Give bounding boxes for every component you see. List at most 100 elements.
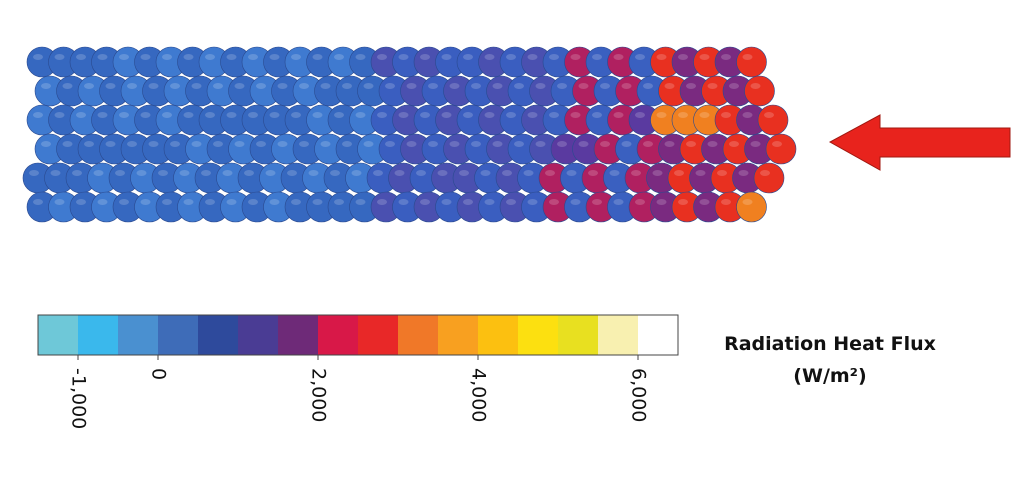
colorbar-bin bbox=[158, 315, 199, 355]
particle-highlight bbox=[398, 199, 409, 205]
particle-highlight bbox=[256, 141, 266, 147]
particle-highlight bbox=[549, 54, 559, 60]
particle-highlight bbox=[97, 54, 108, 60]
particle-highlight bbox=[330, 170, 340, 176]
particle-highlight bbox=[205, 199, 215, 205]
particle-highlight bbox=[320, 141, 331, 147]
colorbar-bin bbox=[598, 315, 639, 355]
particle bbox=[757, 104, 789, 136]
particle-highlight bbox=[549, 199, 559, 205]
particle-highlight bbox=[312, 199, 323, 205]
particle-highlight bbox=[480, 170, 491, 176]
particle-highlight bbox=[699, 199, 710, 205]
particle-highlight bbox=[656, 199, 667, 205]
particle-highlight bbox=[772, 141, 782, 147]
particle-highlight bbox=[570, 199, 581, 205]
particle-highlight bbox=[277, 141, 288, 147]
particle-highlight bbox=[441, 199, 452, 205]
particle-highlight bbox=[535, 141, 546, 147]
particle-highlight bbox=[729, 141, 739, 147]
colorbar-bin bbox=[198, 315, 239, 355]
particle-highlight bbox=[162, 112, 172, 118]
particle bbox=[736, 191, 767, 223]
particle-highlight bbox=[535, 83, 546, 89]
particle-highlight bbox=[213, 83, 223, 89]
particle-highlight bbox=[592, 112, 602, 118]
particle-highlight bbox=[179, 170, 190, 176]
particle-highlight bbox=[635, 54, 645, 60]
tick-label: 6,000 bbox=[628, 368, 650, 422]
particle-highlight bbox=[54, 54, 65, 60]
particle-highlight bbox=[437, 170, 448, 176]
particle-highlight bbox=[355, 112, 366, 118]
particle-highlight bbox=[643, 83, 653, 89]
particle-highlight bbox=[33, 54, 43, 60]
particle-highlight bbox=[158, 170, 168, 176]
particle-highlight bbox=[449, 141, 460, 147]
particle-highlight bbox=[136, 170, 147, 176]
particle-highlight bbox=[299, 141, 309, 147]
particle-highlight bbox=[140, 54, 151, 60]
particle-highlight bbox=[514, 141, 524, 147]
particle-highlight bbox=[570, 54, 581, 60]
particle-highlight bbox=[213, 141, 223, 147]
particle-highlight bbox=[205, 54, 215, 60]
colorbar-bin bbox=[278, 315, 319, 355]
particle-highlight bbox=[717, 170, 727, 176]
particle-highlight bbox=[105, 83, 116, 89]
particle-highlight bbox=[291, 54, 301, 60]
particle-highlight bbox=[686, 141, 696, 147]
particle-highlight bbox=[600, 141, 610, 147]
colorbar-bin bbox=[78, 315, 119, 355]
particle-highlight bbox=[699, 112, 710, 118]
particle-highlight bbox=[557, 83, 567, 89]
particle-highlight bbox=[428, 141, 438, 147]
particle-highlight bbox=[385, 141, 395, 147]
particle-highlight bbox=[41, 83, 51, 89]
particle-highlight bbox=[342, 141, 352, 147]
particle-highlight bbox=[222, 170, 233, 176]
particle-highlight bbox=[72, 170, 82, 176]
particle-highlight bbox=[312, 112, 323, 118]
particle-highlight bbox=[459, 170, 469, 176]
colorbar-unit: (W/m²) bbox=[793, 365, 866, 387]
particle-highlight bbox=[41, 141, 51, 147]
particle-highlight bbox=[105, 141, 116, 147]
particle-highlight bbox=[674, 170, 684, 176]
particle-highlight bbox=[484, 54, 495, 60]
particle-highlight bbox=[119, 112, 129, 118]
particle-highlight bbox=[721, 54, 731, 60]
particle-highlight bbox=[127, 141, 137, 147]
particle-highlight bbox=[334, 54, 344, 60]
particle-highlight bbox=[84, 141, 94, 147]
particle-highlight bbox=[764, 112, 774, 118]
particle-highlight bbox=[750, 141, 761, 147]
particle-highlight bbox=[76, 112, 86, 118]
particle-highlight bbox=[76, 54, 86, 60]
particle-highlight bbox=[578, 141, 589, 147]
particle-highlight bbox=[312, 54, 323, 60]
particle-highlight bbox=[738, 170, 749, 176]
particle-highlight bbox=[506, 199, 516, 205]
particle-highlight bbox=[621, 83, 632, 89]
colorbar-bin bbox=[478, 315, 519, 355]
particle-highlight bbox=[506, 112, 516, 118]
particle-highlight bbox=[84, 83, 94, 89]
particle-highlight bbox=[377, 112, 387, 118]
particle-highlight bbox=[170, 141, 180, 147]
particle-highlight bbox=[678, 112, 688, 118]
particle-highlight bbox=[162, 199, 172, 205]
particle-highlight bbox=[76, 199, 86, 205]
particle-highlight bbox=[248, 199, 258, 205]
particle-highlight bbox=[234, 141, 245, 147]
particle-highlight bbox=[742, 112, 753, 118]
particle-highlight bbox=[656, 54, 667, 60]
particle-highlight bbox=[721, 112, 731, 118]
particle-highlight bbox=[226, 199, 237, 205]
particle-highlight bbox=[377, 199, 387, 205]
tick-label: -1,000 bbox=[68, 368, 90, 429]
particle-highlight bbox=[342, 83, 352, 89]
particle-highlight bbox=[420, 112, 430, 118]
particle-highlight bbox=[471, 141, 481, 147]
colorbar-bin bbox=[38, 315, 79, 355]
